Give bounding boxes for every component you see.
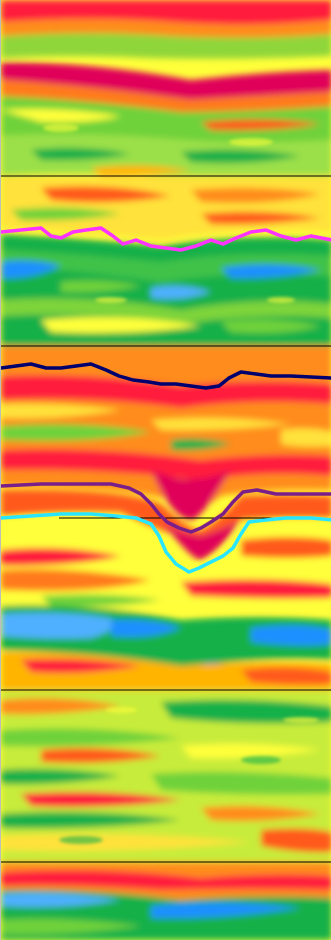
- horizon-purple[interactable]: [1, 482, 331, 534]
- horizon-magenta[interactable]: [1, 226, 331, 252]
- reference-lines: [1, 175, 331, 863]
- horizons: [1, 226, 331, 574]
- horizon-navy[interactable]: [1, 362, 331, 390]
- horizon-cyan[interactable]: [1, 512, 331, 574]
- texture-highlights: [43, 124, 319, 844]
